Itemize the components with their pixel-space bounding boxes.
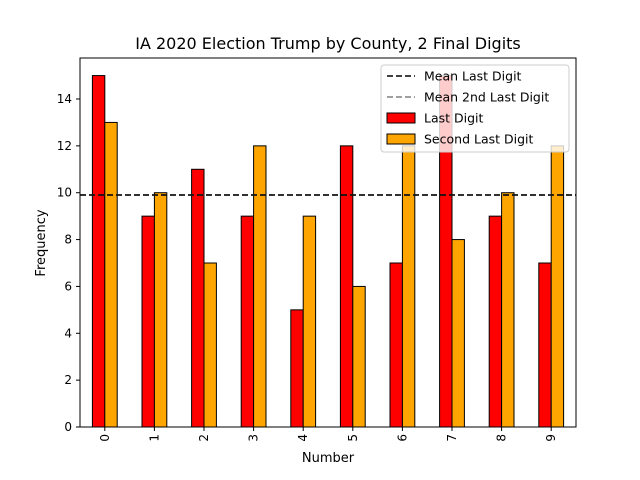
bar-last-digit-9 (538, 262, 552, 428)
y-tick-label-14: 14 (57, 92, 72, 106)
legend-label-ref-1: Mean 2nd Last Digit (424, 90, 549, 105)
bar-second-last-digit-6 (401, 145, 416, 428)
bar-last-digit-4 (290, 309, 304, 428)
y-tick-label-10: 10 (57, 186, 72, 200)
bar-second-last-digit-0 (104, 121, 118, 428)
legend: Mean Last Digit Mean 2nd Last Digit Last D… (380, 64, 570, 153)
bar-last-digit-5 (339, 145, 354, 428)
x-tick-label-2: 2 (197, 434, 211, 442)
bar-last-digit-3 (240, 215, 255, 428)
bars-layer (91, 75, 565, 428)
y-tick-label-6: 6 (64, 279, 72, 293)
bar-last-digit-6 (389, 262, 403, 428)
legend-label-series-0: Last Digit (424, 111, 484, 126)
bar-last-digit-2 (191, 168, 205, 428)
x-tick-label-5: 5 (346, 434, 360, 442)
legend-swatch-series-0 (386, 112, 416, 124)
x-tick-label-7: 7 (445, 434, 459, 442)
y-axis-label: Frequency (34, 209, 49, 276)
bar-second-last-digit-1 (153, 192, 168, 428)
plot-frame (79, 57, 577, 428)
legend-label-series-1: Second Last Digit (424, 132, 533, 147)
bar-last-digit-0 (91, 75, 106, 428)
bar-second-last-digit-8 (501, 192, 515, 428)
x-tick-label-8: 8 (495, 434, 509, 442)
y-tick-label-4: 4 (64, 326, 72, 340)
y-tick-label-8: 8 (64, 233, 72, 247)
x-tick-label-3: 3 (247, 434, 261, 442)
bar-second-last-digit-5 (352, 285, 366, 428)
x-tick-label-9: 9 (544, 434, 558, 442)
bar-second-last-digit-2 (203, 262, 217, 428)
y-tick-label-0: 0 (64, 420, 72, 434)
x-axis-label: Number (302, 451, 355, 466)
x-tick-label-0: 0 (98, 434, 112, 442)
bar-last-digit-8 (488, 215, 503, 428)
bar-second-last-digit-4 (302, 215, 317, 428)
bar-last-digit-1 (141, 215, 155, 428)
legend-swatch-series-1 (386, 133, 416, 145)
x-tick-label-6: 6 (395, 434, 409, 442)
x-tick-label-4: 4 (296, 434, 310, 442)
legend-box (380, 64, 570, 153)
x-tick-label-1: 1 (147, 434, 161, 442)
y-tick-label-2: 2 (64, 373, 72, 387)
chart-title: IA 2020 Election Trump by County, 2 Fina… (135, 34, 521, 53)
bar-second-last-digit-9 (550, 145, 565, 428)
legend-label-ref-0: Mean Last Digit (424, 69, 522, 84)
y-tick-label-12: 12 (57, 139, 72, 153)
bar-second-last-digit-7 (451, 239, 465, 428)
bar-second-last-digit-3 (253, 145, 267, 428)
